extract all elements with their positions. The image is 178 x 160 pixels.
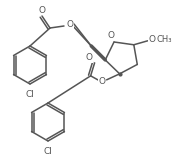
Text: O: O [85,53,92,62]
Text: O: O [67,20,74,28]
Text: O: O [148,35,155,44]
Text: O: O [108,32,114,40]
Text: CH₃: CH₃ [156,35,172,44]
Text: O: O [98,77,105,86]
Text: Cl: Cl [26,89,34,99]
Text: Cl: Cl [44,147,53,156]
Text: O: O [38,5,46,15]
